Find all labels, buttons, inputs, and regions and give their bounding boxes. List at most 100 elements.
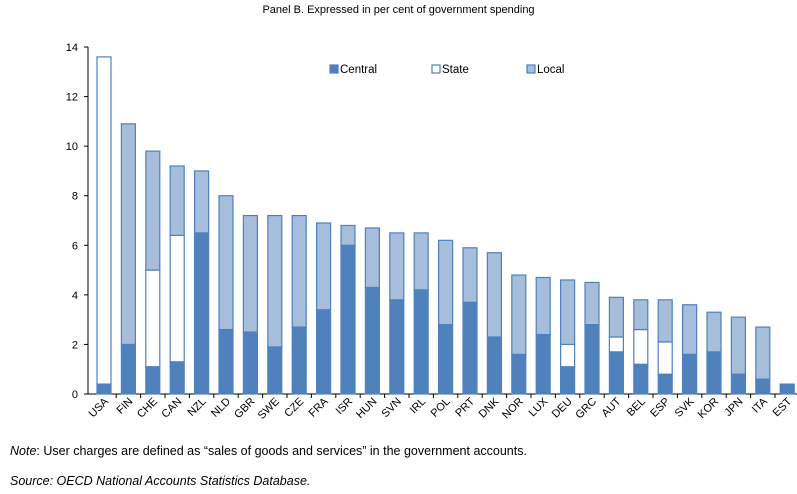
bar-central-nld	[218, 328, 234, 395]
note-label: Note	[10, 444, 37, 458]
bar-central-prt	[462, 301, 478, 395]
x-tick-label-prt: PRT	[453, 395, 477, 419]
bar-local-pol	[438, 239, 454, 326]
bar-local-prt	[462, 247, 478, 303]
bar-state-esp	[657, 341, 673, 375]
x-tick-label-jpn: JPN	[722, 396, 745, 419]
bar-central-svn	[389, 299, 405, 395]
bar-local-dnk	[486, 252, 502, 338]
x-tick-label-kor: KOR	[696, 396, 721, 421]
chart-source: Source: OECD National Accounts Statistic…	[10, 474, 311, 488]
x-tick-label-svk: SVK	[673, 395, 698, 420]
legend-label-state: State	[442, 64, 469, 76]
bar-local-svk	[681, 304, 698, 355]
y-tick-label: 14	[66, 42, 78, 54]
bar-central-grc	[584, 324, 600, 395]
note-text: : User charges are defined as “sales of …	[36, 444, 527, 458]
x-tick-label-aut: AUT	[599, 395, 623, 419]
bar-state-deu	[559, 343, 576, 368]
bar-local-deu	[559, 279, 576, 346]
x-tick-label-che: CHE	[135, 396, 160, 421]
bar-central-hun	[364, 286, 380, 395]
bar-local-aut	[608, 296, 625, 338]
legend-swatch-local	[526, 64, 536, 74]
bar-local-jpn	[730, 316, 747, 375]
x-tick-label-nzl: NZL	[186, 396, 209, 419]
bar-central-gbr	[242, 331, 258, 395]
legend-swatch-state	[431, 64, 441, 74]
y-tick-label: 10	[66, 141, 78, 153]
bar-central-bel	[633, 363, 649, 395]
bar-local-fin	[120, 123, 137, 346]
bar-central-pol	[438, 324, 454, 395]
bar-local-gbr	[242, 214, 258, 333]
bar-state-bel	[633, 328, 649, 365]
bar-local-ita	[755, 326, 771, 380]
bar-local-can	[169, 165, 185, 236]
bar-central-nzl	[194, 232, 210, 395]
bar-local-fra	[316, 222, 332, 311]
bar-central-ita	[755, 378, 771, 395]
bar-central-fin	[120, 343, 137, 395]
bar-local-grc	[584, 281, 600, 326]
bar-local-svn	[389, 232, 405, 301]
x-tick-label-irl: IRL	[408, 396, 429, 417]
legend-swatch-central	[329, 64, 339, 74]
x-tick-label-usa: USA	[87, 395, 112, 420]
x-tick-label-ita: ITA	[750, 395, 770, 415]
x-tick-label-swe: SWE	[256, 396, 282, 422]
bar-local-bel	[633, 299, 649, 331]
bar-central-nor	[511, 353, 527, 395]
bar-central-isr	[340, 244, 356, 395]
bar-local-irl	[413, 232, 429, 291]
bar-central-kor	[706, 351, 722, 395]
x-tick-label-fra: FRA	[307, 395, 332, 420]
bar-local-lux	[535, 276, 551, 336]
x-tick-label-cze: CZE	[282, 396, 306, 420]
bar-local-nzl	[194, 170, 210, 234]
x-tick-label-bel: BEL	[625, 396, 648, 419]
x-tick-label-fin: FIN	[114, 396, 135, 417]
x-tick-label-isr: ISR	[334, 396, 355, 417]
y-tick-label: 2	[72, 339, 78, 351]
bar-central-fra	[316, 309, 332, 395]
x-tick-label-svn: SVN	[379, 396, 404, 421]
bar-central-can	[169, 361, 185, 395]
bar-local-kor	[706, 311, 722, 353]
bar-local-cze	[291, 214, 307, 328]
bar-local-nor	[511, 274, 527, 355]
y-tick-label: 6	[72, 240, 78, 252]
bar-central-jpn	[730, 373, 747, 395]
bar-local-che	[145, 150, 161, 271]
bar-central-che	[145, 366, 161, 395]
bar-central-lux	[535, 333, 551, 395]
bar-central-cze	[291, 326, 307, 395]
bar-central-esp	[657, 373, 673, 395]
legend-label-local: Local	[537, 64, 565, 76]
bar-state-aut	[608, 336, 625, 353]
bar-central-irl	[413, 289, 429, 395]
x-tick-label-grc: GRC	[573, 396, 599, 422]
bar-central-usa	[96, 383, 112, 395]
bar-central-swe	[267, 346, 283, 395]
chart-title: Panel B. Expressed in per cent of govern…	[262, 4, 535, 16]
x-tick-label-nor: NOR	[500, 396, 526, 422]
bar-local-esp	[657, 299, 673, 343]
bar-central-deu	[559, 366, 576, 395]
bar-central-svk	[681, 353, 698, 395]
x-tick-label-lux: LUX	[527, 395, 551, 419]
x-tick-label-esp: ESP	[648, 396, 672, 420]
x-tick-label-dnk: DNK	[477, 395, 502, 420]
bar-state-che	[145, 269, 161, 368]
bar-local-swe	[267, 214, 283, 348]
bar-local-nld	[218, 195, 234, 331]
x-tick-label-gbr: GBR	[232, 396, 257, 421]
y-tick-label: 8	[72, 191, 78, 203]
bar-state-can	[169, 234, 185, 363]
x-tick-label-can: CAN	[159, 396, 184, 421]
bar-central-est	[779, 383, 795, 395]
x-tick-label-est: EST	[771, 395, 795, 419]
bar-central-dnk	[486, 336, 502, 395]
y-tick-label: 4	[72, 290, 78, 302]
